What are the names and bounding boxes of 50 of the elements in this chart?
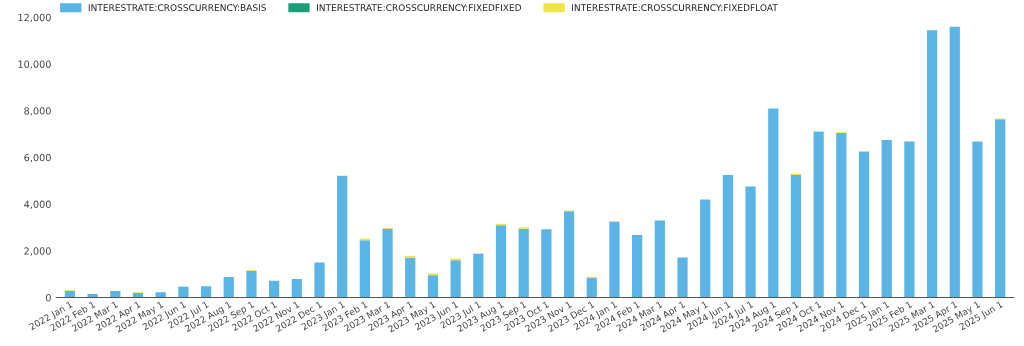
bar xyxy=(677,257,688,298)
bar xyxy=(995,119,1006,298)
bar xyxy=(972,141,983,298)
bar xyxy=(427,275,439,298)
bar xyxy=(904,141,915,298)
bar xyxy=(949,26,960,298)
bar xyxy=(745,186,756,298)
legend-label: INTERESTRATE:CROSSCURRENCY:FIXEDFLOAT xyxy=(572,4,778,12)
bar xyxy=(450,260,461,298)
bar xyxy=(473,253,484,298)
legend-label: INTERESTRATE:CROSSCURRENCY:BASIS xyxy=(88,4,266,12)
bar xyxy=(405,257,416,298)
bar xyxy=(518,228,529,298)
legend-label: INTERESTRATE:CROSSCURRENCY:FIXEDFIXED xyxy=(317,4,522,12)
bar xyxy=(495,225,507,298)
bar xyxy=(110,291,121,298)
bar xyxy=(200,286,212,298)
bar xyxy=(359,240,370,298)
bar xyxy=(813,131,824,298)
bar xyxy=(858,151,870,298)
bar xyxy=(155,292,166,298)
y-tick-label: 2,000 xyxy=(24,247,51,256)
bar xyxy=(563,211,575,298)
bar xyxy=(836,132,847,298)
bar xyxy=(586,277,597,298)
bar xyxy=(314,262,325,298)
bar xyxy=(223,277,234,298)
y-tick-label: 0 xyxy=(45,294,51,302)
bar xyxy=(382,228,393,298)
y-tick-label: 6,000 xyxy=(24,153,51,163)
bar xyxy=(541,229,552,298)
bar xyxy=(632,234,643,298)
bar xyxy=(337,176,348,298)
y-tick-label: 12,000 xyxy=(18,13,51,23)
bar xyxy=(291,278,302,298)
bar xyxy=(881,139,892,298)
bar xyxy=(246,270,257,298)
bar xyxy=(700,199,711,298)
bar xyxy=(178,286,189,298)
y-tick-label: 4,000 xyxy=(24,200,51,209)
bar xyxy=(722,174,733,298)
bar xyxy=(926,30,938,298)
y-tick-label: 8,000 xyxy=(24,107,51,116)
bar xyxy=(768,108,779,298)
bar xyxy=(64,291,76,298)
bar xyxy=(609,221,620,298)
y-tick-label: 10,000 xyxy=(18,60,51,69)
bar xyxy=(790,174,802,298)
bar xyxy=(654,220,665,298)
bar xyxy=(269,280,280,298)
